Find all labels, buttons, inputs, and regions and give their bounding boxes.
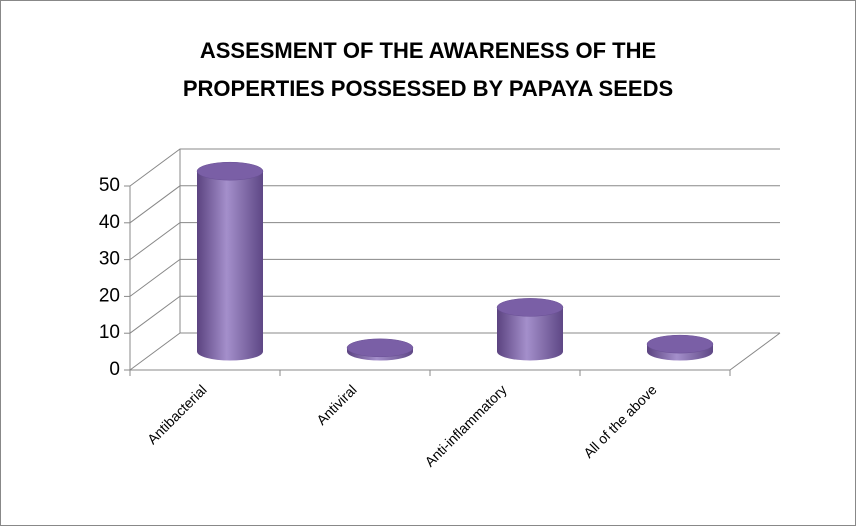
- cylinder: [346, 338, 414, 361]
- y-tick-label: 0: [109, 359, 120, 380]
- grid-line: [129, 258, 780, 297]
- grid-line: [129, 222, 780, 261]
- cylinder: [496, 298, 564, 361]
- y-tick-label: 30: [99, 249, 120, 270]
- grid-line: [129, 148, 780, 187]
- y-tick-label: 10: [99, 322, 120, 343]
- cylinder: [196, 161, 264, 361]
- chart-title: ASSESMENT OF THE AWARENESS OF THE: [200, 38, 656, 63]
- bar: [197, 171, 263, 361]
- cylinder: [646, 334, 714, 361]
- grid-line: [129, 185, 780, 224]
- bar: [497, 307, 563, 361]
- cylinder-top: [646, 334, 714, 354]
- y-tick-label: 50: [99, 175, 120, 196]
- y-tick-label: 20: [99, 285, 120, 306]
- floor-edge: [729, 332, 781, 371]
- chart-title: PROPERTIES POSSESSED BY PAPAYA SEEDS: [183, 76, 673, 101]
- grid-line: [129, 332, 780, 371]
- cylinder-top: [196, 161, 264, 181]
- cylinder-top: [346, 338, 414, 358]
- y-tick-label: 40: [99, 212, 120, 233]
- grid-line: [129, 295, 780, 334]
- cylinder-top: [496, 298, 564, 317]
